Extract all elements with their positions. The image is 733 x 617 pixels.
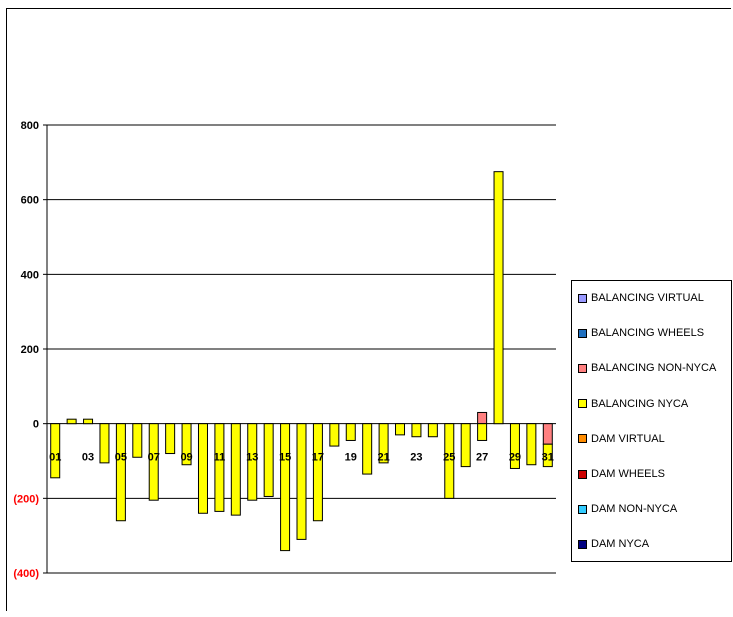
legend-item: BALANCING WHEELS <box>578 326 704 340</box>
bar-25-series-3 <box>444 423 455 499</box>
legend-swatch <box>578 293 587 303</box>
legend-swatch <box>578 328 587 338</box>
y-tick-label-4: 0 <box>33 419 39 431</box>
legend-swatch <box>578 434 587 444</box>
bar-06-series-3 <box>132 423 143 458</box>
legend-label: DAM WHEELS <box>591 468 665 480</box>
bar-31-series-3 <box>542 443 553 468</box>
bar-23-series-3 <box>411 423 422 438</box>
x-tick-label-09: 09 <box>180 452 192 464</box>
bar-10-series-3 <box>197 423 208 514</box>
bar-17-series-3 <box>312 423 323 522</box>
bar-11-series-3 <box>214 423 225 512</box>
x-tick-label-19: 19 <box>345 452 357 464</box>
y-tick-label-3: 200 <box>21 344 39 356</box>
y-tick-label-2: 400 <box>21 269 39 281</box>
legend-item: DAM NYCA <box>578 537 649 551</box>
bar-21-series-3 <box>378 423 389 464</box>
bar-18-series-3 <box>329 423 340 447</box>
y-tick-label-6: (400) <box>13 568 39 580</box>
x-tick-label-15: 15 <box>279 452 291 464</box>
y-tick-label-5: (200) <box>13 493 39 505</box>
bar-08-series-3 <box>165 423 176 455</box>
legend-label: BALANCING VIRTUAL <box>591 292 704 304</box>
x-tick-label-05: 05 <box>115 452 127 464</box>
bar-05-series-3 <box>115 423 126 522</box>
bar-30-series-3 <box>526 423 537 466</box>
bar-27-series-3 <box>477 423 488 441</box>
legend-item: BALANCING VIRTUAL <box>578 291 704 305</box>
bar-12-series-3 <box>230 423 241 516</box>
legend-label: BALANCING WHEELS <box>591 327 705 340</box>
axes <box>43 124 556 574</box>
x-tick-label-29: 29 <box>509 452 521 464</box>
bar-14-series-3 <box>263 423 274 497</box>
x-tick-label-01: 01 <box>49 452 61 464</box>
bar-16-series-3 <box>296 423 307 540</box>
legend-label: DAM NYCA <box>591 538 650 551</box>
bar-19-series-3 <box>345 423 356 441</box>
y-tick-label-1: 600 <box>21 195 39 207</box>
bar-04-series-3 <box>99 423 110 464</box>
x-tick-label-27: 27 <box>476 452 488 464</box>
x-tick-label-31: 31 <box>542 452 554 464</box>
bar-02-series-3 <box>66 418 77 425</box>
bar-03-series-3 <box>83 418 94 425</box>
y-tick-label-0: 800 <box>21 120 39 132</box>
x-tick-label-21: 21 <box>377 452 389 464</box>
bar-27-series-2 <box>477 411 488 425</box>
bar-28-series-3 <box>493 171 504 425</box>
bar-29-series-3 <box>509 423 520 469</box>
bar-15-series-3 <box>280 423 291 552</box>
x-tick-label-25: 25 <box>443 452 455 464</box>
legend-item: DAM VIRTUAL <box>578 432 665 446</box>
legend-label: BALANCING NYCA <box>591 397 689 410</box>
bar-24-series-3 <box>427 423 438 438</box>
bar-09-series-3 <box>181 423 192 466</box>
x-tick-label-13: 13 <box>246 452 258 464</box>
x-tick-label-17: 17 <box>312 452 324 464</box>
legend-label: DAM NON-NYCA <box>591 503 678 516</box>
bars <box>50 171 553 552</box>
bar-20-series-3 <box>362 423 373 475</box>
legend-swatch <box>578 363 587 373</box>
legend-item: BALANCING NYCA <box>578 397 688 411</box>
x-tick-label-03: 03 <box>82 452 94 464</box>
x-tick-label-23: 23 <box>410 452 422 464</box>
bar-22-series-3 <box>395 423 406 436</box>
legend-item: DAM NON-NYCA <box>578 502 677 516</box>
legend: BALANCING VIRTUAL BALANCING WHEELS BALANCI… <box>571 280 732 562</box>
legend-swatch <box>578 539 587 549</box>
legend-swatch <box>578 469 587 479</box>
y-tick-labels: 800 600 400 200 0 (200) (400) <box>13 120 39 580</box>
x-tick-label-07: 07 <box>148 452 160 464</box>
legend-label: BALANCING NON-NYCA <box>591 362 717 375</box>
legend-item: DAM WHEELS <box>578 467 665 481</box>
legend-swatch <box>578 504 587 514</box>
legend-label: DAM VIRTUAL <box>591 432 665 445</box>
chart-frame <box>6 8 731 611</box>
legend-swatch <box>578 399 587 409</box>
x-tick-label-11: 11 <box>214 452 226 464</box>
legend-item: BALANCING NON-NYCA <box>578 361 716 375</box>
x-tick-labels: 01 03 05 07 09 11 13 15 17 19 21 23 25 27 29 31 <box>49 452 554 464</box>
bar-31-series-2 <box>542 423 553 445</box>
bar-07-series-3 <box>148 423 159 501</box>
bar-01-series-3 <box>50 423 61 479</box>
bar-13-series-3 <box>247 423 258 501</box>
bar-26-series-3 <box>460 423 471 468</box>
